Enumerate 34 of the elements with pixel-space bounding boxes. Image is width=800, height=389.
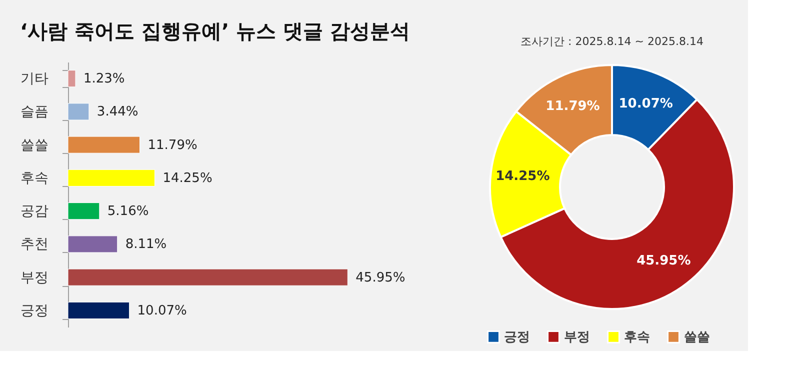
bar — [68, 103, 90, 120]
data-label: 3.44% — [96, 104, 138, 120]
bar — [68, 302, 130, 319]
bar — [68, 236, 118, 253]
data-label: 11.79% — [148, 138, 198, 153]
data-label: 10.07% — [137, 303, 187, 318]
y-tick-label: 긍정 — [20, 302, 48, 319]
bar — [68, 136, 140, 154]
data-label: 5.16% — [107, 204, 149, 220]
data-label: 45.95% — [356, 270, 406, 286]
data-label: 14.25% — [496, 169, 550, 184]
y-tick-label: 슬픔 — [20, 104, 48, 120]
bar — [68, 169, 155, 186]
data-label: 8.11% — [125, 237, 167, 252]
y-tick-label: 후속 — [20, 170, 48, 186]
legend-label: 부정 — [564, 330, 590, 345]
legend-label: 쓸쓸 — [684, 330, 710, 345]
text: 조사기간 : 2025.8.14 ~ 2025.8.14 — [520, 35, 704, 48]
data-label: 1.23% — [83, 72, 125, 87]
y-tick-label: 기타 — [20, 71, 48, 88]
data-label: 45.95% — [636, 254, 691, 269]
legend-label: 후속 — [624, 330, 650, 345]
y-tick-label: 공감 — [20, 204, 48, 220]
data-label: 10.07% — [618, 96, 673, 112]
bar — [68, 202, 100, 220]
bar — [68, 268, 348, 286]
data-label: 14.25% — [162, 170, 212, 186]
bar — [68, 70, 76, 88]
y-tick-label: 쓸쓸 — [20, 137, 48, 154]
chart-title: ‘사람 죽어도 집행유예’ 뉴스 댓글 감성분석 — [20, 19, 410, 43]
y-tick-label: 추천 — [20, 236, 48, 253]
y-tick-label: 부정 — [20, 270, 48, 286]
data-label: 11.79% — [546, 99, 600, 114]
legend-label: 긍정 — [504, 330, 530, 345]
